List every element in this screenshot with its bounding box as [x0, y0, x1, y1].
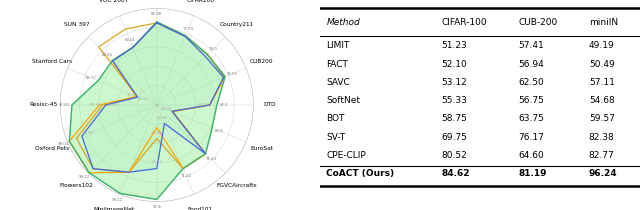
Text: SV-T: SV-T	[326, 133, 346, 142]
Text: 81.19: 81.19	[518, 169, 547, 178]
Text: 77.59: 77.59	[183, 27, 194, 31]
Text: Method: Method	[326, 18, 360, 26]
Text: 49.19: 49.19	[589, 41, 614, 50]
Text: 54.97: 54.97	[197, 103, 209, 107]
Text: BOT: BOT	[326, 114, 345, 123]
Text: 56.75: 56.75	[518, 96, 544, 105]
Text: 56.94: 56.94	[518, 59, 544, 68]
Text: 52.10: 52.10	[442, 59, 467, 68]
Text: 65.77: 65.77	[151, 160, 163, 164]
Text: 84.62: 84.62	[442, 169, 470, 178]
Text: 71.43: 71.43	[205, 157, 217, 161]
Text: 69.75: 69.75	[442, 133, 467, 142]
Text: miniIN: miniIN	[589, 18, 618, 26]
Text: 57.11: 57.11	[589, 78, 614, 87]
Text: 62.0: 62.0	[215, 129, 223, 133]
Text: 85.98: 85.98	[151, 12, 163, 16]
Text: 57.41: 57.41	[518, 41, 544, 50]
Text: 62.50: 62.50	[518, 78, 544, 87]
Text: 80.52: 80.52	[442, 151, 467, 160]
Text: SAVC: SAVC	[326, 78, 350, 87]
Text: 55.33: 55.33	[442, 96, 467, 105]
Text: LIMIT: LIMIT	[326, 41, 350, 50]
Text: 20.66: 20.66	[157, 116, 168, 120]
Text: 58.75: 58.75	[442, 114, 467, 123]
Text: 76.17: 76.17	[518, 133, 544, 142]
Text: 50.49: 50.49	[589, 59, 614, 68]
Text: 54.68: 54.68	[589, 96, 614, 105]
Text: 22.99: 22.99	[127, 93, 138, 97]
Text: 98.01: 98.01	[58, 142, 68, 146]
Text: 59.57: 59.57	[589, 114, 614, 123]
Text: CPE-CLIP: CPE-CLIP	[326, 151, 366, 160]
Text: 87.82: 87.82	[59, 103, 70, 107]
Text: 97.8: 97.8	[152, 205, 161, 209]
Text: CUB-200: CUB-200	[518, 18, 557, 26]
Text: CoACT (Ours): CoACT (Ours)	[326, 169, 394, 178]
Text: 52.81: 52.81	[107, 103, 118, 107]
Text: 51.23: 51.23	[442, 41, 467, 50]
Text: FACT: FACT	[326, 59, 348, 68]
Text: 65.06: 65.06	[102, 53, 113, 57]
Text: 63.75: 63.75	[518, 114, 544, 123]
Text: 83.93: 83.93	[83, 131, 94, 135]
Text: 96.24: 96.24	[589, 169, 618, 178]
Text: 64.60: 64.60	[518, 151, 544, 160]
Text: 59.38: 59.38	[90, 103, 101, 107]
Text: 99.12: 99.12	[79, 176, 90, 180]
Text: 64.61: 64.61	[124, 38, 136, 42]
Text: 21.52: 21.52	[138, 97, 148, 101]
Text: 65.77: 65.77	[86, 76, 97, 80]
Text: 62.2: 62.2	[220, 103, 228, 107]
Text: 82.38: 82.38	[589, 133, 614, 142]
Text: 18.03: 18.03	[161, 107, 172, 111]
Text: 23.38: 23.38	[151, 131, 163, 135]
Polygon shape	[82, 23, 223, 172]
Text: SoftNet: SoftNet	[326, 96, 360, 105]
Polygon shape	[69, 22, 225, 200]
Text: 74.0: 74.0	[209, 47, 217, 51]
Text: 53.12: 53.12	[442, 78, 467, 87]
Text: 99.12: 99.12	[112, 198, 123, 202]
Text: 71.22: 71.22	[180, 174, 192, 178]
Text: 76.52: 76.52	[227, 72, 237, 76]
Text: 82.77: 82.77	[589, 151, 614, 160]
Text: CIFAR-100: CIFAR-100	[442, 18, 487, 26]
